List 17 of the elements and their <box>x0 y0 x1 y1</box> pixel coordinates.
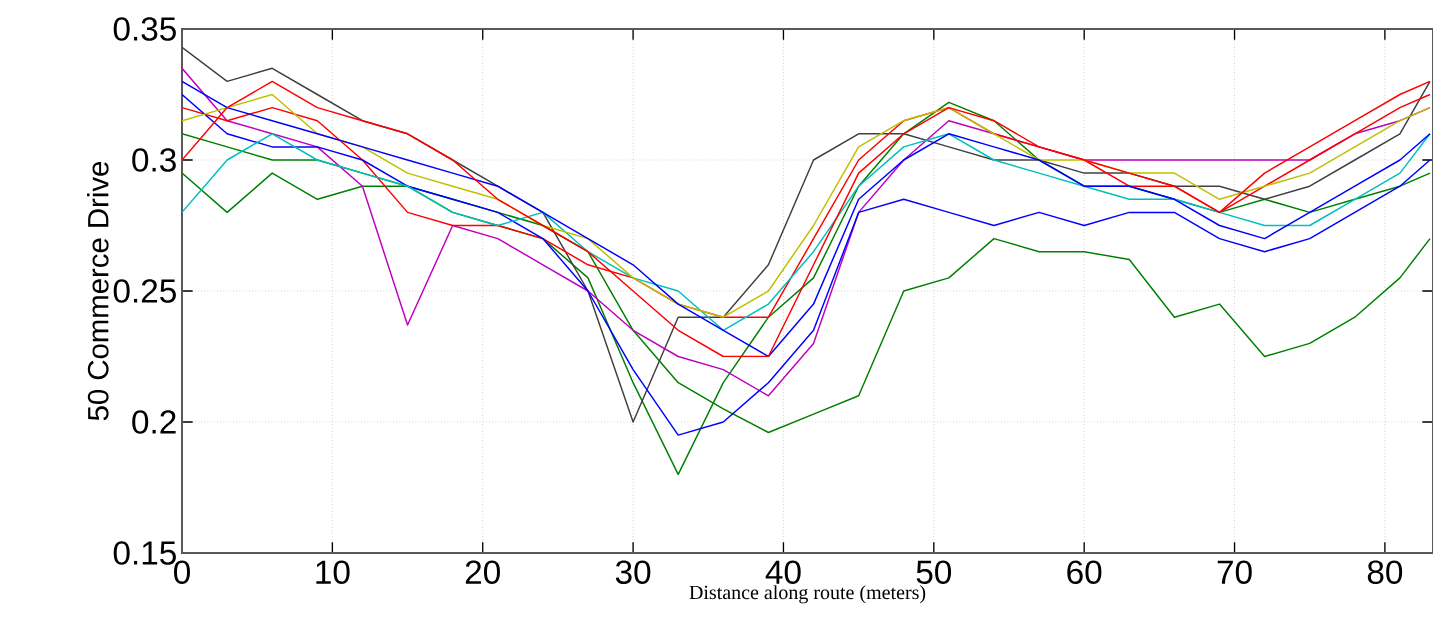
line-series <box>182 133 1431 332</box>
y-tick-label: 0.25 <box>113 279 176 303</box>
x-axis-title: Distance along route (meters) <box>689 585 926 604</box>
y-tick-label: 0.2 <box>132 410 176 434</box>
x-tick-label: 70 <box>1217 560 1252 584</box>
y-tick-label: 0.15 <box>113 541 176 565</box>
y-axis-title: 50 Commerce Drive <box>87 161 109 421</box>
x-tick-label: 40 <box>765 560 801 584</box>
x-tick-label: 50 <box>916 560 952 584</box>
y-tick-label: 0.3 <box>132 148 176 172</box>
x-tick-label: 20 <box>465 560 500 584</box>
x-tick-label: 0 <box>174 560 190 584</box>
x-tick-label: 80 <box>1367 560 1403 584</box>
x-tick-label: 60 <box>1067 560 1102 584</box>
y-tick-label: 0.35 <box>113 17 176 41</box>
x-tick-label: 30 <box>615 560 651 584</box>
x-tick-label: 10 <box>316 560 350 584</box>
